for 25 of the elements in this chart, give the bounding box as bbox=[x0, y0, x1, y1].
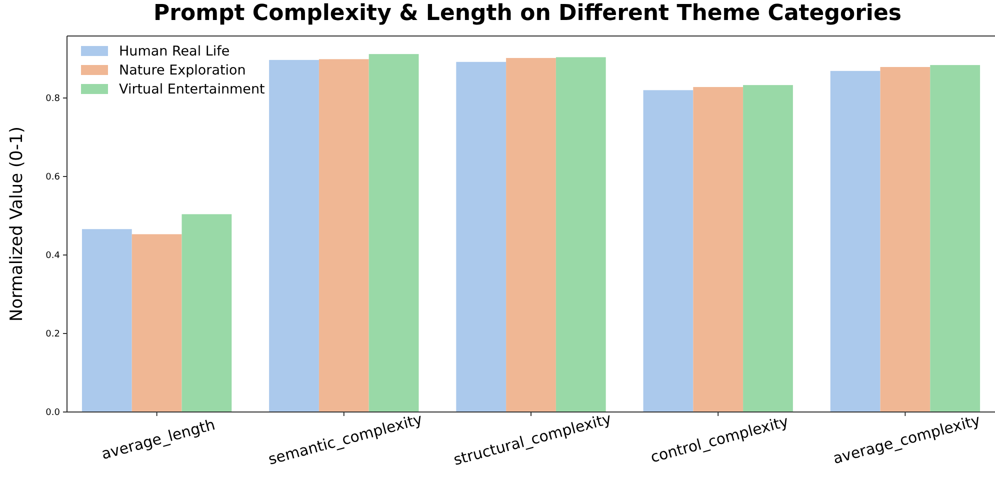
legend-label: Nature Exploration bbox=[119, 62, 246, 79]
bar bbox=[456, 62, 506, 412]
bar bbox=[556, 57, 606, 412]
y-tick-label: 0.6 bbox=[46, 172, 60, 182]
bar bbox=[82, 229, 132, 412]
bar bbox=[880, 67, 930, 412]
legend-label: Virtual Entertainment bbox=[119, 82, 265, 98]
y-tick-label: 0.4 bbox=[46, 250, 60, 261]
bar bbox=[930, 65, 980, 412]
y-tick-label: 0.8 bbox=[46, 94, 60, 104]
y-tick-label: 0.0 bbox=[46, 408, 60, 418]
bar bbox=[693, 87, 744, 412]
bar bbox=[830, 70, 880, 412]
bar bbox=[506, 58, 556, 412]
bar bbox=[743, 85, 793, 412]
y-tick-label: 0.2 bbox=[46, 329, 60, 340]
bar bbox=[269, 60, 319, 412]
bar bbox=[643, 90, 694, 412]
y-axis-title: Normalized Value (0-1) bbox=[7, 126, 27, 322]
chart-title: Prompt Complexity & Length on Different Theme Categories bbox=[154, 1, 902, 26]
bar bbox=[132, 234, 182, 412]
bar bbox=[182, 214, 232, 412]
bar bbox=[318, 59, 369, 412]
legend-label: Human Real Life bbox=[119, 44, 230, 60]
bar bbox=[368, 54, 419, 412]
